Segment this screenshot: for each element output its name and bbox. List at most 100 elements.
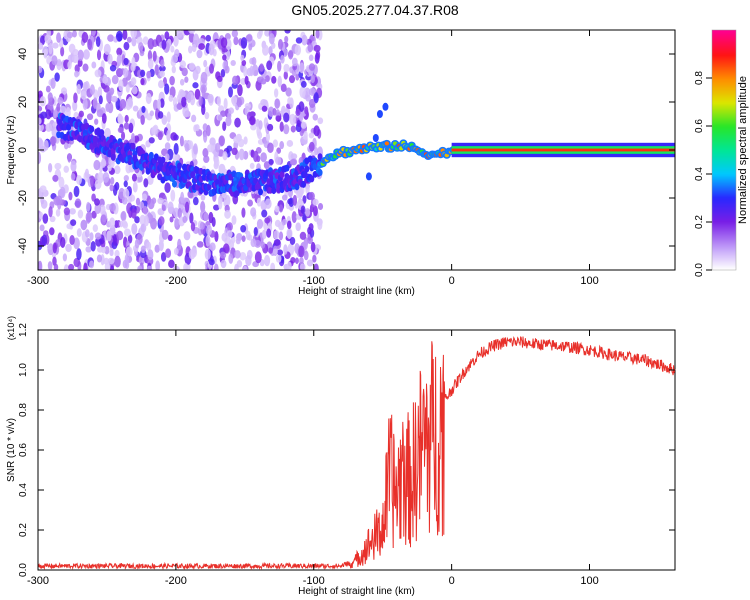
noise-blob: [91, 61, 97, 69]
colorbar-cell: [712, 206, 736, 209]
colorbar-cell: [712, 146, 736, 149]
noise-blob: [196, 49, 203, 59]
noise-blob: [231, 147, 238, 156]
noise-blob: [123, 57, 129, 66]
noise-blob: [125, 84, 130, 93]
colorbar-cell: [712, 44, 736, 47]
noise-blob: [228, 107, 235, 115]
noise-blob: [283, 244, 288, 255]
noise-blob: [286, 229, 293, 239]
noise-blob: [101, 113, 107, 124]
noise-blob: [218, 135, 225, 147]
trace-peak: [384, 141, 390, 146]
noise-blob: [240, 37, 248, 49]
noise-blob: [295, 73, 300, 81]
colorbar-cell: [712, 264, 736, 267]
noise-blob: [130, 30, 137, 39]
noise-blob: [140, 69, 146, 78]
colorbar-cell: [712, 178, 736, 181]
noise-blob: [83, 262, 88, 270]
noise-blob: [297, 186, 304, 198]
noise-blob: [55, 208, 61, 217]
colorbar-cell: [712, 192, 736, 195]
noise-blob: [201, 86, 206, 98]
noise-blob: [170, 189, 176, 202]
noise-blob: [239, 252, 247, 261]
noise-blob: [249, 116, 256, 126]
noise-blob: [280, 54, 285, 64]
noise-blob: [39, 185, 47, 193]
noise-blob: [299, 62, 305, 74]
noise-blob: [148, 137, 155, 144]
noise-blob: [94, 198, 100, 206]
trace-blob: [304, 165, 310, 173]
noise-blob: [159, 65, 166, 72]
noise-blob: [109, 184, 114, 192]
noise-blob: [63, 165, 70, 173]
noise-blob: [157, 131, 163, 141]
trace-blob: [365, 172, 372, 181]
colorbar-cell: [712, 144, 736, 147]
noise-blob: [238, 148, 245, 161]
noise-blob: [167, 201, 174, 214]
colorbar-cell: [712, 216, 736, 219]
noise-blob: [279, 141, 285, 150]
noise-blob: [240, 54, 245, 62]
colorbar-cell: [712, 62, 736, 65]
noise-blob: [258, 120, 263, 130]
noise-blob: [204, 112, 210, 120]
noise-blob: [123, 228, 131, 237]
trace-blob: [176, 162, 182, 170]
colorbar-cell: [712, 180, 736, 183]
noise-blob: [70, 172, 76, 181]
noise-blob: [184, 110, 191, 117]
colorbar-cell: [712, 168, 736, 171]
snr-panel: [37, 329, 676, 571]
noise-blob: [74, 64, 80, 73]
colorbar-cell: [712, 136, 736, 139]
noise-blob: [52, 242, 57, 254]
noise-blob: [299, 257, 304, 266]
noise-blob: [226, 222, 233, 232]
noise-blob: [181, 96, 187, 108]
trace-blob: [284, 164, 290, 172]
noise-blob: [312, 254, 317, 263]
noise-blob: [276, 147, 282, 154]
noise-blob: [188, 62, 196, 71]
noise-blob: [100, 158, 106, 168]
noise-blob: [314, 52, 320, 64]
noise-blob: [166, 129, 171, 142]
noise-blob: [76, 174, 82, 185]
noise-blob: [192, 33, 200, 46]
noise-blob: [114, 249, 120, 258]
noise-blob: [89, 260, 95, 269]
colorbar-cell: [712, 250, 736, 253]
colorbar-cell: [712, 86, 736, 89]
noise-blob: [131, 56, 136, 68]
noise-blob: [250, 207, 257, 217]
noise-blob: [68, 263, 75, 270]
noise-blob: [280, 83, 287, 93]
noise-blob: [189, 94, 196, 106]
noise-blob: [264, 198, 272, 209]
colorbar-cell: [712, 184, 736, 187]
noise-blob: [303, 239, 308, 250]
noise-blob: [264, 254, 271, 267]
noise-blob: [45, 109, 52, 120]
noise-blob: [141, 193, 148, 201]
noise-blob: [154, 64, 159, 76]
noise-blob: [151, 125, 158, 136]
noise-blob: [39, 211, 44, 220]
noise-blob: [222, 243, 230, 254]
colorbar-cell: [712, 64, 736, 67]
noise-blob: [263, 161, 270, 170]
trace-blob: [172, 180, 177, 188]
noise-blob: [265, 75, 270, 83]
noise-blob: [308, 54, 314, 62]
x-axis-label: Height of straight line (km): [298, 286, 415, 297]
colorbar-cell: [712, 134, 736, 137]
colorbar-cell: [712, 158, 736, 161]
noise-blob: [245, 255, 252, 267]
noise-blob: [73, 237, 80, 250]
noise-blob: [283, 124, 290, 135]
